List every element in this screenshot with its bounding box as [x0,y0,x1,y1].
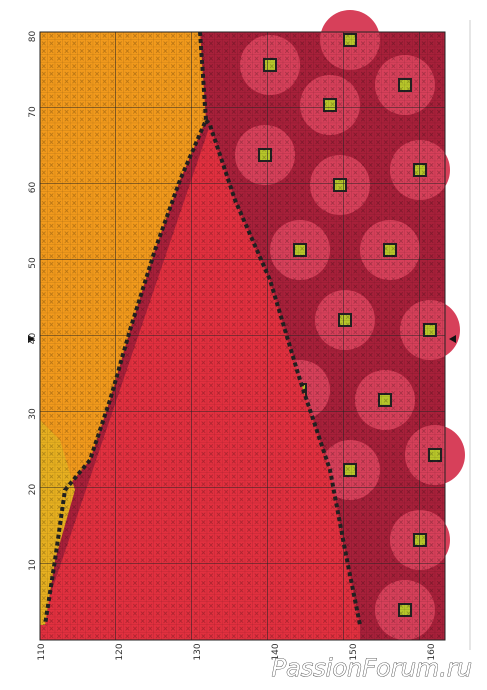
watermark: PassionForum.ru [272,654,472,682]
column-label: 110 [37,643,47,660]
row-label: 20 [28,484,38,496]
row-label: 80 [28,31,38,43]
center-arrow [449,335,456,343]
column-label: 150 [349,643,359,660]
row-label: 70 [28,106,38,118]
row-label: 10 [28,559,38,571]
coarse-grid [39,31,446,641]
row-label: 40 [28,333,38,345]
center-arrow [28,335,35,343]
row-label: 50 [28,257,38,269]
column-label: 140 [271,643,281,660]
column-label: 120 [115,643,125,660]
row-label: 60 [28,182,38,194]
column-label: 160 [427,643,437,660]
column-label: 130 [193,643,203,660]
row-label: 30 [28,408,38,420]
